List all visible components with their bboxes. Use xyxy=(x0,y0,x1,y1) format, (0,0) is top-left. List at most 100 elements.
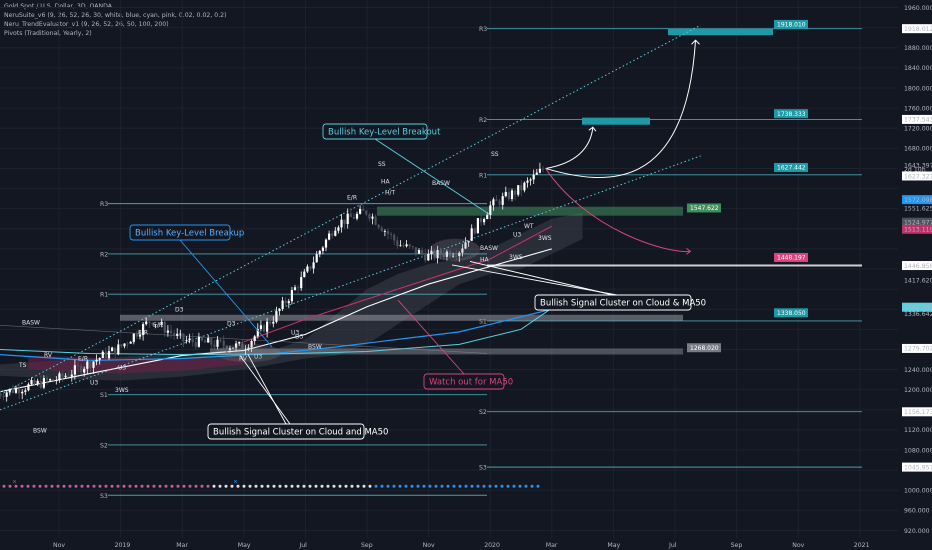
signal-label: WT xyxy=(524,223,534,230)
candle-body xyxy=(104,351,107,359)
trend-dot xyxy=(206,484,210,488)
candle-body xyxy=(523,182,526,191)
candle-body xyxy=(185,340,188,342)
price-tag-bg xyxy=(902,261,932,271)
trend-dot xyxy=(458,484,462,488)
legend-symbol[interactable]: Gold Spot / U.S. Dollar, 3D, OANDA xyxy=(4,3,113,10)
legend-indicator-nerusuite[interactable]: NeruSuite_v6 (9, 26, 52, 26, 30, white, … xyxy=(4,12,227,19)
pivot-label: R1 xyxy=(479,172,487,179)
trend-dot xyxy=(44,484,48,488)
candle-body xyxy=(520,185,523,191)
candle-body xyxy=(526,180,529,183)
trend-dot xyxy=(314,484,318,488)
signal-label: BSW xyxy=(33,427,47,434)
trend-dot xyxy=(452,484,456,488)
candle-body xyxy=(67,375,70,377)
pivot-label: S3 xyxy=(100,493,108,500)
trend-dot xyxy=(200,484,204,488)
candle-body xyxy=(315,254,318,263)
trend-dot xyxy=(338,484,342,488)
candle-body xyxy=(49,379,52,381)
pivot-label: S3 xyxy=(479,465,487,472)
projection-arrows xyxy=(545,39,700,255)
candle-body xyxy=(269,321,272,324)
x-tick-label: Nov xyxy=(53,542,65,549)
price-tag-bg xyxy=(902,343,932,353)
trend-dot xyxy=(512,484,516,488)
trend-dot-x-mark: × xyxy=(12,479,17,486)
candle-body xyxy=(70,374,73,377)
legend-indicator-trendevaluator[interactable]: Neru_TrendEvaluator_v1 (9, 26, 52, 26, 5… xyxy=(4,21,169,28)
candle-body xyxy=(241,342,244,350)
pivot-label: S2 xyxy=(100,442,108,449)
candle-body xyxy=(275,311,278,322)
trend-dot xyxy=(428,484,432,488)
candle-body xyxy=(117,344,120,355)
trend-dot xyxy=(164,484,168,488)
candle-body xyxy=(138,334,142,337)
candle-body xyxy=(24,390,27,392)
target-tag-bg-5 xyxy=(774,308,808,318)
candle-body xyxy=(148,321,151,323)
candle-body xyxy=(14,388,18,393)
candle-body xyxy=(476,218,479,234)
price-tag-bg xyxy=(902,24,932,34)
trend-dot xyxy=(350,484,354,488)
candle-body xyxy=(52,379,55,381)
target-tag-bg-2 xyxy=(774,162,808,172)
candle-body xyxy=(101,351,104,359)
ma-line-1 xyxy=(0,308,552,362)
trend-dot xyxy=(326,484,330,488)
trend-channel xyxy=(0,24,701,411)
price-tag: 1760.000 xyxy=(904,105,932,112)
target-tag-1: 1738.333 xyxy=(777,111,806,118)
candle-body xyxy=(495,199,498,201)
candle-body xyxy=(535,172,538,175)
trend-dot xyxy=(284,484,288,488)
arrow-to-r2 xyxy=(545,127,594,169)
signal-label: U3 xyxy=(254,353,262,360)
trend-dot xyxy=(494,484,498,488)
zone-0 xyxy=(377,206,683,216)
price-tag: 1960.000 xyxy=(904,5,932,12)
candle-body xyxy=(442,254,445,257)
x-tick-label: Nov xyxy=(423,542,435,549)
trend-dot xyxy=(518,484,522,488)
price-tag-bg xyxy=(902,462,932,472)
candle-body xyxy=(365,210,368,215)
pivot-label: R1 xyxy=(100,292,108,299)
candle-body xyxy=(362,209,365,211)
target-tag-4: 1448.197 xyxy=(777,255,806,262)
target-tag-bg-4 xyxy=(774,252,808,262)
trend-dot xyxy=(272,484,276,488)
candle-body xyxy=(284,300,287,304)
candle-body xyxy=(538,168,541,173)
axes: Nov 2019 Mar May Jul Sep Nov 2020 Mar May Jul Sep No… xyxy=(53,5,932,549)
zone-1 xyxy=(120,314,683,321)
legend-indicator-pivots[interactable]: Pivots (Traditional, Yearly, 2) xyxy=(4,30,92,37)
trend-dot xyxy=(398,484,402,488)
trend-dot xyxy=(146,484,150,488)
x-tick-label: 2019 xyxy=(115,542,131,549)
candle-body xyxy=(253,336,256,342)
signal-label: E/R xyxy=(153,322,163,329)
candle-body xyxy=(427,254,430,261)
price-tag: 1240.000 xyxy=(904,367,932,374)
candle-body xyxy=(399,245,402,247)
price-tag: 1572.098 xyxy=(904,197,932,204)
x-tick-label: 2020 xyxy=(484,542,500,549)
candle-body xyxy=(132,333,135,342)
ma-line-gray xyxy=(0,325,488,354)
trend-dot xyxy=(470,484,474,488)
price-tag-bg xyxy=(902,114,932,124)
pivot-label: R3 xyxy=(479,26,487,33)
signal-label: SS xyxy=(491,151,499,158)
target-tag-bg-6 xyxy=(687,343,721,353)
trend-dot xyxy=(158,484,162,488)
signal-label: D3 xyxy=(295,333,304,340)
price-tag: 1000.000 xyxy=(904,488,932,495)
candle-body xyxy=(306,266,309,272)
candle-body xyxy=(39,380,42,388)
trend-dot xyxy=(380,484,384,488)
